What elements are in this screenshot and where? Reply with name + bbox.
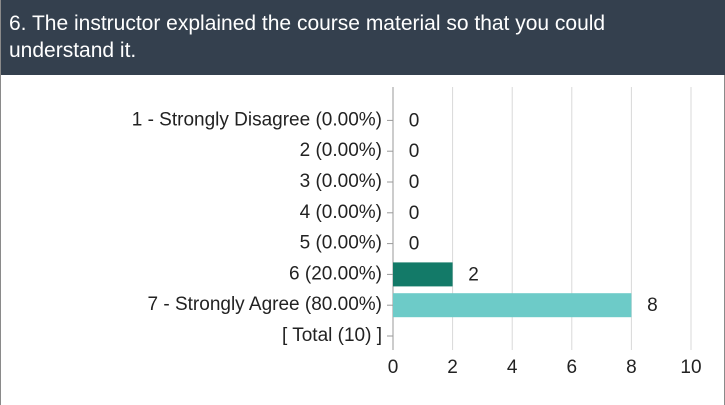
question-title: 6. The instructor explained the course m… <box>1 0 725 75</box>
data-label: 0 <box>409 141 420 162</box>
data-label: 8 <box>647 295 658 316</box>
y-tick-label: 7 - Strongly Agree (80.00%) <box>148 294 382 315</box>
y-tick-label: 3 (0.00%) <box>300 171 382 192</box>
x-tick-label: 8 <box>626 357 637 378</box>
y-tick-label: [ Total (10) ] <box>282 325 382 346</box>
y-tick-label: 4 (0.00%) <box>300 202 382 223</box>
x-tick-label: 6 <box>567 357 578 378</box>
x-tick-label: 10 <box>680 357 701 378</box>
data-label: 0 <box>409 110 420 131</box>
data-label: 0 <box>409 203 420 224</box>
y-tick-label: 6 (20.00%) <box>289 263 382 284</box>
data-label: 0 <box>409 172 420 193</box>
y-tick-label: 2 (0.00%) <box>300 140 382 161</box>
y-tick-label: 1 - Strongly Disagree (0.00%) <box>132 109 382 130</box>
y-tick-label: 5 (0.00%) <box>300 233 382 254</box>
data-label: 0 <box>409 234 420 255</box>
x-tick-label: 2 <box>447 357 458 378</box>
data-label: 2 <box>468 264 479 285</box>
x-tick-label: 0 <box>388 357 399 378</box>
x-tick-label: 4 <box>507 357 518 378</box>
bar <box>393 293 632 318</box>
chart: 0 2 4 6 8 10 1 - Strongly Disagree (0.00%) 0 2 (… <box>132 87 702 378</box>
bar <box>393 262 453 287</box>
